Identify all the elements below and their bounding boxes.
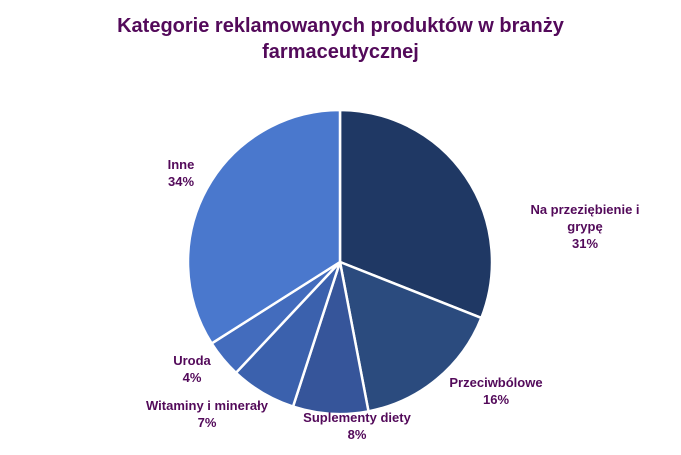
- slice-label-na-przeziebienie: Na przeziębienie i grypę 31%: [510, 201, 660, 252]
- slice-label-przeciwbolowe: Przeciwbólowe 16%: [426, 374, 566, 408]
- slice-label-percent: 7%: [197, 415, 217, 430]
- chart-title-line1: Kategorie reklamowanych produktów w bran…: [117, 15, 564, 37]
- chart-title-line2: farmaceutycznej: [262, 41, 419, 63]
- slice-label-inne: Inne 34%: [136, 156, 226, 190]
- slice-label-percent: 4%: [182, 370, 202, 385]
- slice-label-percent: 8%: [347, 427, 367, 442]
- pie-slice-0: [338, 108, 494, 320]
- slice-label-text: Inne: [167, 157, 195, 172]
- slice-label-suplementy-diety: Suplementy diety 8%: [277, 409, 437, 443]
- slice-label-percent: 34%: [167, 174, 195, 189]
- chart-title: Kategorie reklamowanych produktów w bran…: [0, 13, 681, 65]
- slice-label-text: Witaminy i minerały: [146, 398, 268, 413]
- slice-label-text: Na przeziębienie i grypę: [530, 202, 640, 234]
- slice-label-witaminy-mineraly: Witaminy i minerały 7%: [113, 397, 301, 431]
- slice-label-uroda: Uroda 4%: [147, 352, 237, 386]
- pie-slice-1: [338, 260, 483, 413]
- pie-slice-5: [186, 108, 342, 345]
- slice-label-percent: 16%: [482, 392, 510, 407]
- slice-label-percent: 31%: [571, 236, 599, 251]
- slice-label-text: Suplementy diety: [303, 410, 411, 425]
- slice-label-text: Przeciwbólowe: [449, 375, 543, 390]
- slice-label-text: Uroda: [173, 353, 211, 368]
